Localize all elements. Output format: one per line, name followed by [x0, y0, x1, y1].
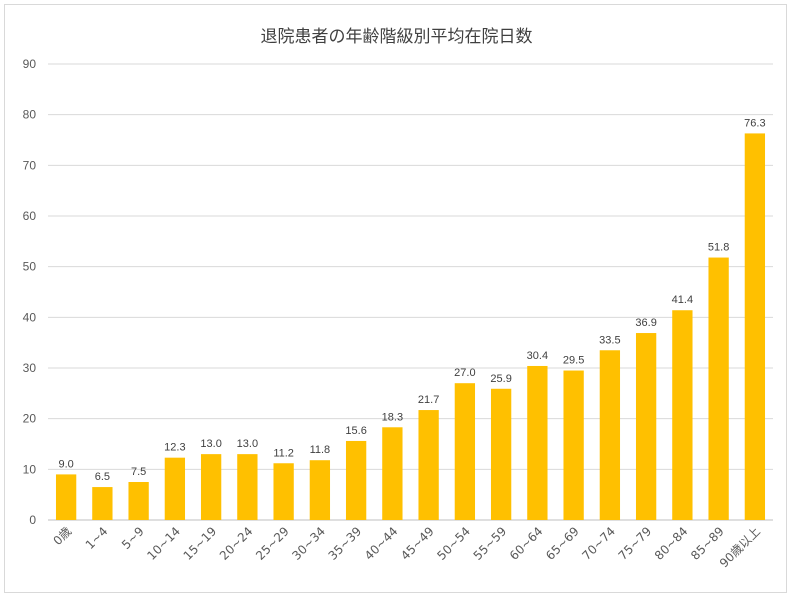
x-tick-label: 15~19: [181, 524, 220, 563]
data-label: 12.3: [164, 442, 185, 454]
bar: [527, 365, 548, 520]
data-label: 25.9: [490, 373, 511, 385]
y-tick-label: 90: [23, 57, 37, 71]
x-tick-label: 20~24: [217, 524, 256, 563]
data-label: 6.5: [95, 471, 110, 483]
x-tick-label: 50~54: [434, 524, 473, 563]
x-tick-label: 75~79: [616, 524, 655, 563]
data-label: 29.5: [563, 355, 584, 367]
bar: [454, 383, 476, 520]
bar: [599, 350, 621, 520]
data-label: 13.0: [237, 438, 258, 450]
bar: [200, 454, 222, 520]
x-tick-label: 60~64: [507, 524, 546, 563]
bar: [418, 410, 439, 520]
x-tick-label: 0歳: [50, 524, 74, 548]
data-label: 41.4: [672, 294, 693, 306]
bar: [237, 454, 258, 520]
x-tick-label: 30~34: [289, 524, 328, 563]
bar: [672, 310, 693, 520]
data-label: 21.7: [418, 394, 439, 406]
data-label: 13.0: [200, 438, 221, 450]
data-label: 30.4: [527, 350, 548, 362]
y-tick-label: 40: [23, 310, 37, 324]
bar: [128, 482, 149, 520]
data-label: 33.5: [599, 334, 620, 346]
data-label: 76.3: [744, 117, 765, 129]
x-tick-label: 40~44: [362, 524, 401, 563]
bar: [708, 257, 729, 520]
y-tick-label: 80: [23, 108, 37, 122]
data-label: 18.3: [382, 411, 403, 423]
bar: [164, 457, 186, 520]
bar: [55, 474, 77, 520]
x-tick-label: 25~29: [253, 524, 292, 563]
y-tick-label: 60: [23, 209, 37, 223]
y-tick-label: 30: [23, 361, 37, 375]
x-tick-label: 70~74: [579, 524, 618, 563]
y-tick-label: 0: [29, 513, 36, 527]
bar: [92, 487, 113, 520]
data-label: 15.6: [345, 425, 366, 437]
x-tick-label: 1~4: [83, 524, 111, 552]
bar: [273, 463, 294, 520]
y-tick-label: 10: [23, 462, 37, 476]
x-tick-label: 5~9: [119, 524, 147, 552]
bar: [382, 427, 403, 520]
bar: [635, 333, 657, 520]
x-tick-label: 45~49: [398, 524, 437, 563]
data-label: 9.0: [58, 458, 73, 470]
data-label: 36.9: [635, 317, 656, 329]
x-tick-label: 55~59: [471, 524, 510, 563]
y-tick-label: 70: [23, 158, 37, 172]
y-tick-label: 20: [23, 412, 37, 426]
chart-title: 退院患者の年齢階級別平均在院日数: [260, 27, 533, 47]
bar: [490, 388, 512, 520]
bar: [744, 133, 766, 520]
x-tick-label: 65~69: [543, 524, 582, 563]
data-label: 51.8: [708, 242, 729, 254]
x-tick-label: 80~84: [652, 524, 691, 563]
data-label: 11.2: [273, 447, 294, 459]
x-tick-label: 10~14: [144, 524, 183, 563]
data-label: 7.5: [131, 466, 146, 478]
data-label: 27.0: [454, 367, 475, 379]
data-label: 11.8: [310, 444, 331, 456]
bar: [345, 440, 367, 520]
bar: [309, 460, 331, 520]
x-tick-label: 35~39: [326, 524, 365, 563]
y-tick-label: 50: [23, 260, 37, 274]
bar: [563, 370, 584, 520]
